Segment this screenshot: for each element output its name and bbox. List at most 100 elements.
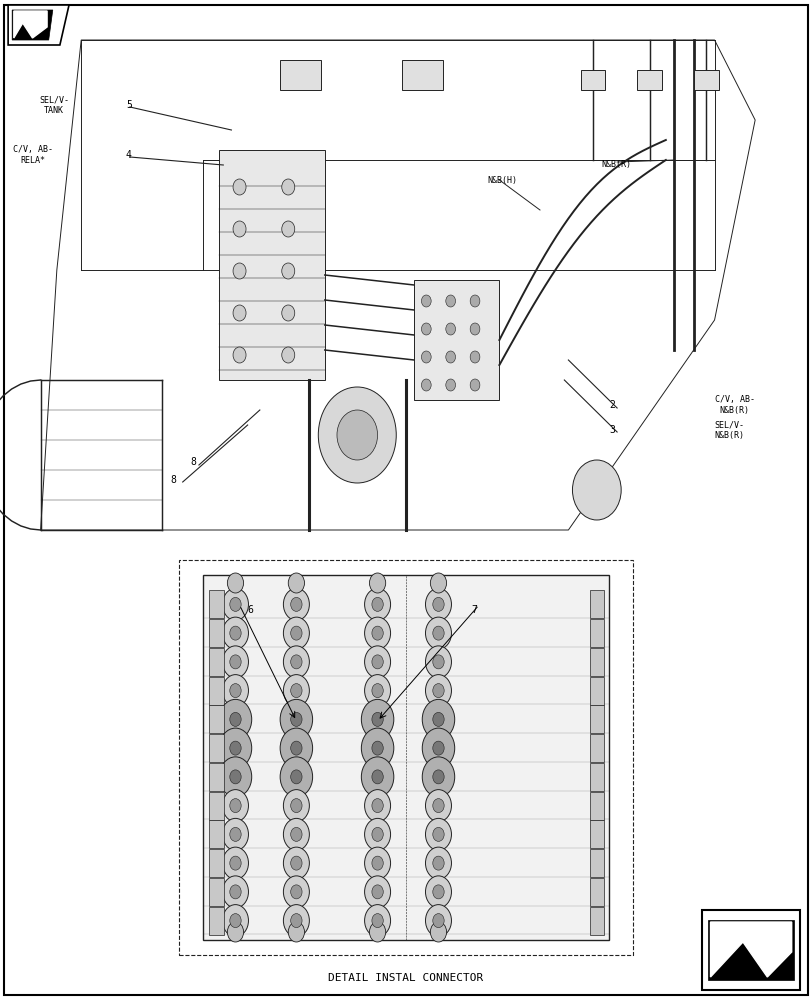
Circle shape bbox=[371, 741, 383, 755]
Circle shape bbox=[369, 922, 385, 942]
Circle shape bbox=[283, 847, 309, 879]
Circle shape bbox=[280, 728, 312, 768]
Bar bbox=[702, 910, 799, 990]
Bar bbox=[209, 648, 224, 676]
Text: 4: 4 bbox=[126, 150, 131, 160]
Circle shape bbox=[280, 757, 312, 797]
Bar bbox=[209, 590, 224, 618]
Bar bbox=[280, 60, 320, 90]
Circle shape bbox=[288, 922, 304, 942]
Circle shape bbox=[371, 626, 383, 640]
Circle shape bbox=[432, 712, 444, 726]
Circle shape bbox=[364, 646, 390, 678]
Circle shape bbox=[425, 876, 451, 908]
Circle shape bbox=[425, 646, 451, 678]
Circle shape bbox=[227, 573, 243, 593]
Circle shape bbox=[222, 588, 248, 620]
Circle shape bbox=[432, 885, 444, 899]
Circle shape bbox=[283, 617, 309, 649]
Bar bbox=[219, 150, 324, 380]
Circle shape bbox=[445, 323, 455, 335]
Circle shape bbox=[230, 799, 241, 813]
Circle shape bbox=[290, 712, 302, 726]
Bar bbox=[209, 677, 224, 705]
Bar bbox=[589, 619, 603, 647]
Circle shape bbox=[422, 757, 454, 797]
Bar bbox=[401, 60, 442, 90]
Text: N&B(H): N&B(H) bbox=[487, 176, 517, 184]
Circle shape bbox=[364, 818, 390, 850]
Circle shape bbox=[364, 588, 390, 620]
Text: 7: 7 bbox=[470, 605, 476, 615]
Circle shape bbox=[219, 699, 251, 739]
Circle shape bbox=[230, 827, 241, 841]
Circle shape bbox=[283, 588, 309, 620]
Circle shape bbox=[432, 799, 444, 813]
Circle shape bbox=[430, 573, 446, 593]
Polygon shape bbox=[8, 5, 69, 45]
Circle shape bbox=[572, 460, 620, 520]
Circle shape bbox=[371, 684, 383, 698]
Circle shape bbox=[233, 179, 246, 195]
Circle shape bbox=[230, 712, 241, 726]
Circle shape bbox=[283, 675, 309, 707]
Bar bbox=[209, 792, 224, 820]
Circle shape bbox=[364, 790, 390, 822]
Circle shape bbox=[369, 573, 385, 593]
Circle shape bbox=[421, 295, 431, 307]
Circle shape bbox=[432, 914, 444, 928]
Circle shape bbox=[371, 597, 383, 611]
Circle shape bbox=[425, 847, 451, 879]
Circle shape bbox=[361, 757, 393, 797]
Circle shape bbox=[222, 646, 248, 678]
Circle shape bbox=[425, 905, 451, 937]
Circle shape bbox=[371, 712, 383, 726]
Circle shape bbox=[281, 179, 294, 195]
Circle shape bbox=[290, 626, 302, 640]
Circle shape bbox=[445, 351, 455, 363]
Circle shape bbox=[290, 799, 302, 813]
Text: C/V, AB-
N&B(R): C/V, AB- N&B(R) bbox=[714, 395, 753, 415]
Circle shape bbox=[222, 818, 248, 850]
Circle shape bbox=[432, 770, 444, 784]
Circle shape bbox=[432, 856, 444, 870]
Polygon shape bbox=[710, 922, 791, 977]
Text: 3: 3 bbox=[608, 425, 614, 435]
Bar bbox=[589, 677, 603, 705]
Circle shape bbox=[222, 790, 248, 822]
Circle shape bbox=[290, 856, 302, 870]
Bar bbox=[589, 705, 603, 733]
Text: SEL/V-
N&B(R): SEL/V- N&B(R) bbox=[714, 420, 744, 440]
Bar bbox=[589, 734, 603, 762]
Circle shape bbox=[283, 818, 309, 850]
Circle shape bbox=[364, 617, 390, 649]
Circle shape bbox=[422, 699, 454, 739]
Circle shape bbox=[432, 741, 444, 755]
Bar bbox=[209, 820, 224, 848]
Circle shape bbox=[364, 675, 390, 707]
Circle shape bbox=[361, 699, 393, 739]
Circle shape bbox=[233, 263, 246, 279]
Circle shape bbox=[283, 790, 309, 822]
Circle shape bbox=[290, 770, 302, 784]
Circle shape bbox=[230, 597, 241, 611]
Bar bbox=[589, 763, 603, 791]
Circle shape bbox=[337, 410, 377, 460]
Circle shape bbox=[281, 221, 294, 237]
Circle shape bbox=[290, 827, 302, 841]
Circle shape bbox=[283, 646, 309, 678]
Bar bbox=[209, 705, 224, 733]
Circle shape bbox=[371, 885, 383, 899]
Text: 8: 8 bbox=[191, 457, 196, 467]
Circle shape bbox=[281, 347, 294, 363]
Circle shape bbox=[425, 617, 451, 649]
Bar bbox=[209, 763, 224, 791]
Bar bbox=[637, 70, 661, 90]
Circle shape bbox=[421, 351, 431, 363]
Circle shape bbox=[470, 379, 479, 391]
Bar bbox=[414, 280, 499, 400]
Circle shape bbox=[230, 626, 241, 640]
Circle shape bbox=[283, 876, 309, 908]
Circle shape bbox=[230, 856, 241, 870]
Bar bbox=[589, 792, 603, 820]
